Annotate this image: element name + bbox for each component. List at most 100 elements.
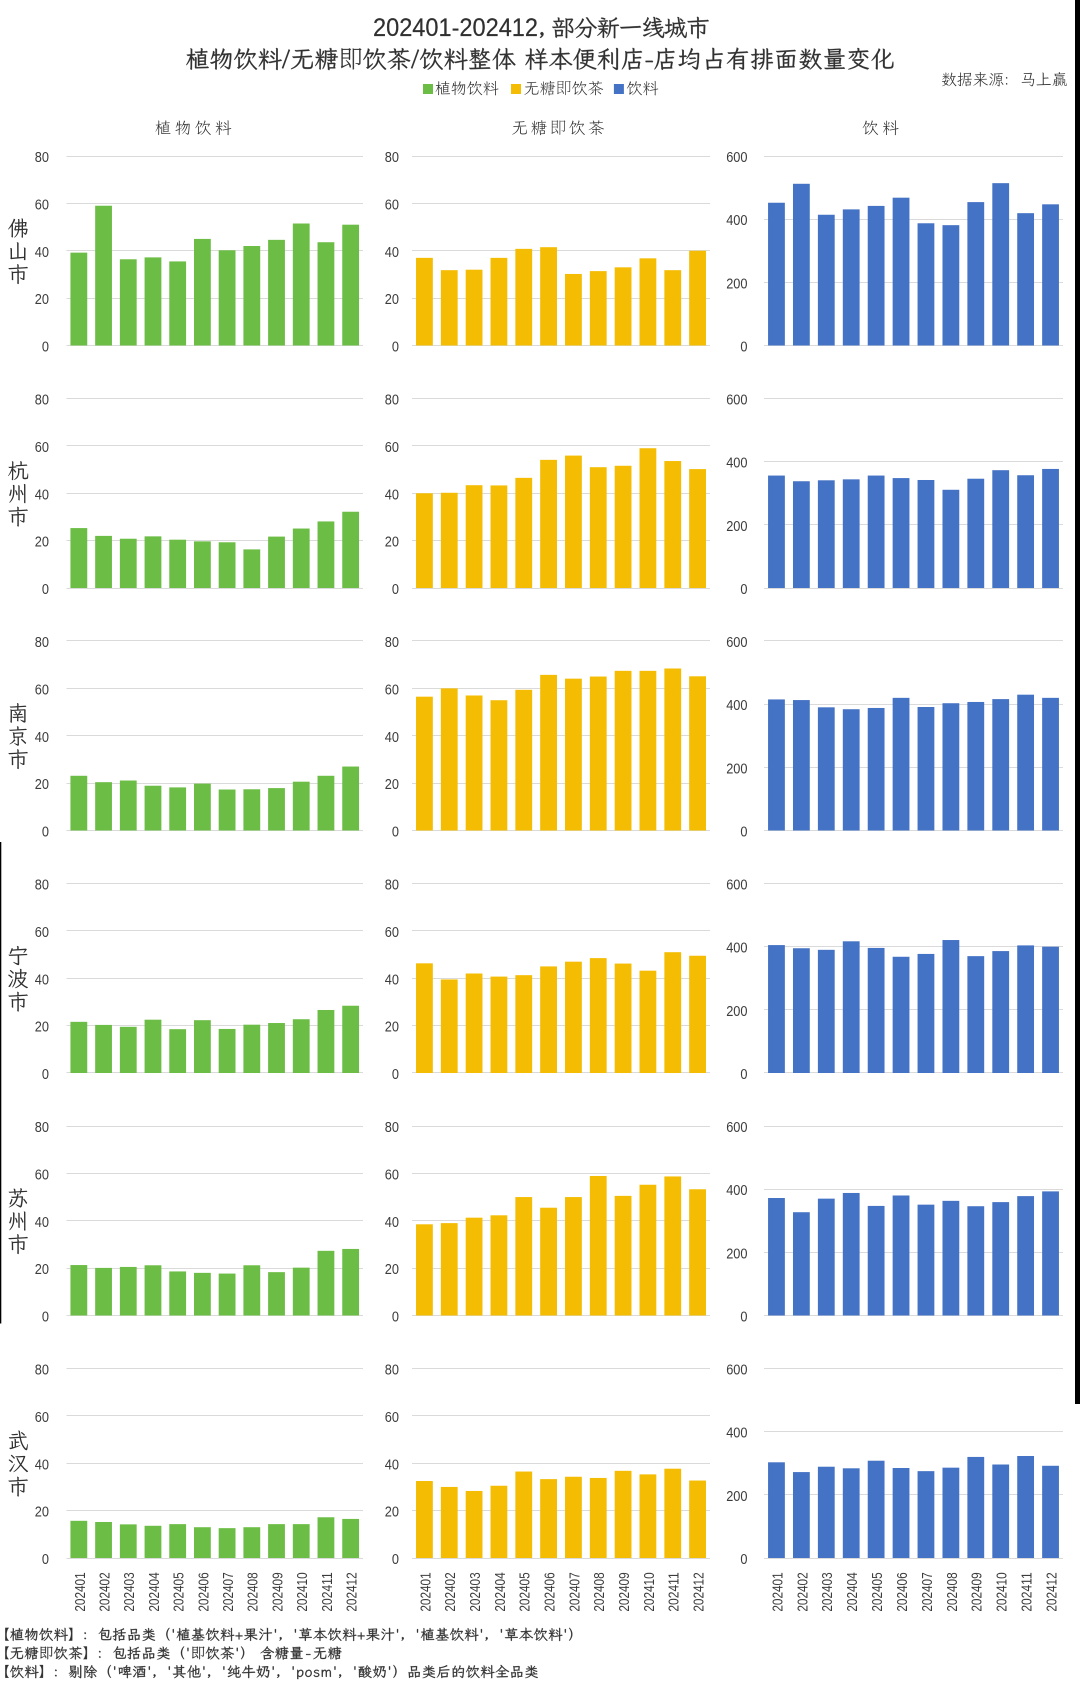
svg-text:80: 80 [35, 635, 49, 651]
svg-text:40: 40 [35, 972, 49, 988]
svg-text:600: 600 [726, 635, 747, 651]
svg-text:40: 40 [35, 487, 49, 503]
svg-text:40: 40 [35, 730, 49, 746]
svg-text:202410: 202410 [642, 1572, 658, 1611]
svg-text:40: 40 [385, 1457, 399, 1473]
svg-text:20: 20 [385, 777, 399, 793]
svg-text:80: 80 [35, 1363, 49, 1379]
svg-text:400: 400 [726, 698, 747, 714]
svg-text:202401: 202401 [73, 1572, 89, 1611]
svg-text:202409: 202409 [617, 1572, 633, 1611]
svg-text:202411: 202411 [1020, 1572, 1036, 1611]
svg-text:600: 600 [726, 878, 747, 894]
svg-text:202403: 202403 [468, 1572, 484, 1611]
svg-text:80: 80 [385, 393, 399, 409]
svg-text:80: 80 [35, 393, 49, 409]
svg-text:202410: 202410 [995, 1572, 1011, 1611]
svg-text:202403: 202403 [820, 1572, 836, 1611]
svg-text:60: 60 [385, 1167, 399, 1183]
svg-text:0: 0 [392, 582, 399, 598]
svg-text:202411: 202411 [320, 1572, 336, 1611]
svg-text:400: 400 [726, 456, 747, 472]
svg-text:20: 20 [385, 292, 399, 308]
svg-text:80: 80 [385, 1363, 399, 1379]
svg-text:60: 60 [385, 197, 399, 213]
svg-text:202412: 202412 [1044, 1572, 1060, 1611]
svg-text:40: 40 [385, 245, 399, 261]
svg-text:202401: 202401 [770, 1572, 786, 1611]
svg-text:20: 20 [35, 535, 49, 551]
svg-text:202408: 202408 [945, 1572, 961, 1611]
svg-text:202402: 202402 [795, 1572, 811, 1611]
svg-text:400: 400 [726, 1183, 747, 1199]
svg-text:80: 80 [35, 878, 49, 894]
svg-text:600: 600 [726, 1120, 747, 1136]
svg-text:20: 20 [385, 1505, 399, 1521]
svg-text:0: 0 [740, 340, 747, 356]
svg-text:200: 200 [726, 1489, 747, 1505]
svg-text:202404: 202404 [493, 1572, 509, 1611]
svg-text:202407: 202407 [567, 1572, 583, 1611]
svg-text:80: 80 [35, 1120, 49, 1136]
svg-text:202404: 202404 [147, 1572, 163, 1611]
svg-text:202407: 202407 [920, 1572, 936, 1611]
svg-text:0: 0 [392, 1067, 399, 1083]
svg-text:0: 0 [740, 1067, 747, 1083]
svg-text:200: 200 [726, 1246, 747, 1262]
svg-text:0: 0 [392, 825, 399, 841]
svg-text:0: 0 [392, 340, 399, 356]
svg-text:20: 20 [35, 1020, 49, 1036]
svg-text:400: 400 [726, 213, 747, 229]
svg-text:0: 0 [42, 582, 49, 598]
svg-text:200: 200 [726, 1004, 747, 1020]
svg-text:60: 60 [385, 440, 399, 456]
svg-text:200: 200 [726, 761, 747, 777]
svg-text:80: 80 [385, 150, 399, 166]
svg-text:60: 60 [385, 1410, 399, 1426]
svg-text:202405: 202405 [870, 1572, 886, 1611]
svg-text:600: 600 [726, 1363, 747, 1379]
svg-text:0: 0 [42, 825, 49, 841]
svg-text:60: 60 [35, 925, 49, 941]
svg-text:202412: 202412 [345, 1572, 361, 1611]
svg-text:202408: 202408 [592, 1572, 608, 1611]
svg-text:202406: 202406 [542, 1572, 558, 1611]
svg-text:20: 20 [35, 777, 49, 793]
svg-text:202402: 202402 [97, 1572, 113, 1611]
svg-text:40: 40 [385, 1215, 399, 1231]
svg-text:60: 60 [385, 925, 399, 941]
svg-text:60: 60 [35, 1167, 49, 1183]
svg-text:0: 0 [42, 1310, 49, 1326]
svg-text:40: 40 [35, 1457, 49, 1473]
svg-text:60: 60 [35, 682, 49, 698]
svg-text:80: 80 [385, 1120, 399, 1136]
svg-text:202412: 202412 [691, 1572, 707, 1611]
svg-text:202401: 202401 [418, 1572, 434, 1611]
svg-text:202405: 202405 [518, 1572, 534, 1611]
svg-text:202406: 202406 [895, 1572, 911, 1611]
svg-text:20: 20 [385, 1020, 399, 1036]
svg-text:40: 40 [385, 487, 399, 503]
svg-text:60: 60 [35, 440, 49, 456]
svg-text:20: 20 [385, 535, 399, 551]
svg-text:60: 60 [35, 197, 49, 213]
svg-text:202406: 202406 [196, 1572, 212, 1611]
svg-text:202408: 202408 [246, 1572, 262, 1611]
svg-text:202409: 202409 [270, 1572, 286, 1611]
svg-text:60: 60 [35, 1410, 49, 1426]
svg-text:0: 0 [740, 582, 747, 598]
svg-text:60: 60 [385, 682, 399, 698]
svg-text:200: 200 [726, 519, 747, 535]
svg-text:20: 20 [35, 1262, 49, 1278]
svg-text:202403: 202403 [122, 1572, 138, 1611]
svg-text:0: 0 [740, 1552, 747, 1568]
svg-text:40: 40 [35, 245, 49, 261]
svg-text:600: 600 [726, 393, 747, 409]
svg-text:0: 0 [42, 1552, 49, 1568]
svg-text:202411: 202411 [667, 1572, 683, 1611]
svg-text:400: 400 [726, 941, 747, 957]
svg-text:0: 0 [42, 340, 49, 356]
svg-text:200: 200 [726, 276, 747, 292]
svg-text:202410: 202410 [295, 1572, 311, 1611]
svg-text:0: 0 [42, 1067, 49, 1083]
